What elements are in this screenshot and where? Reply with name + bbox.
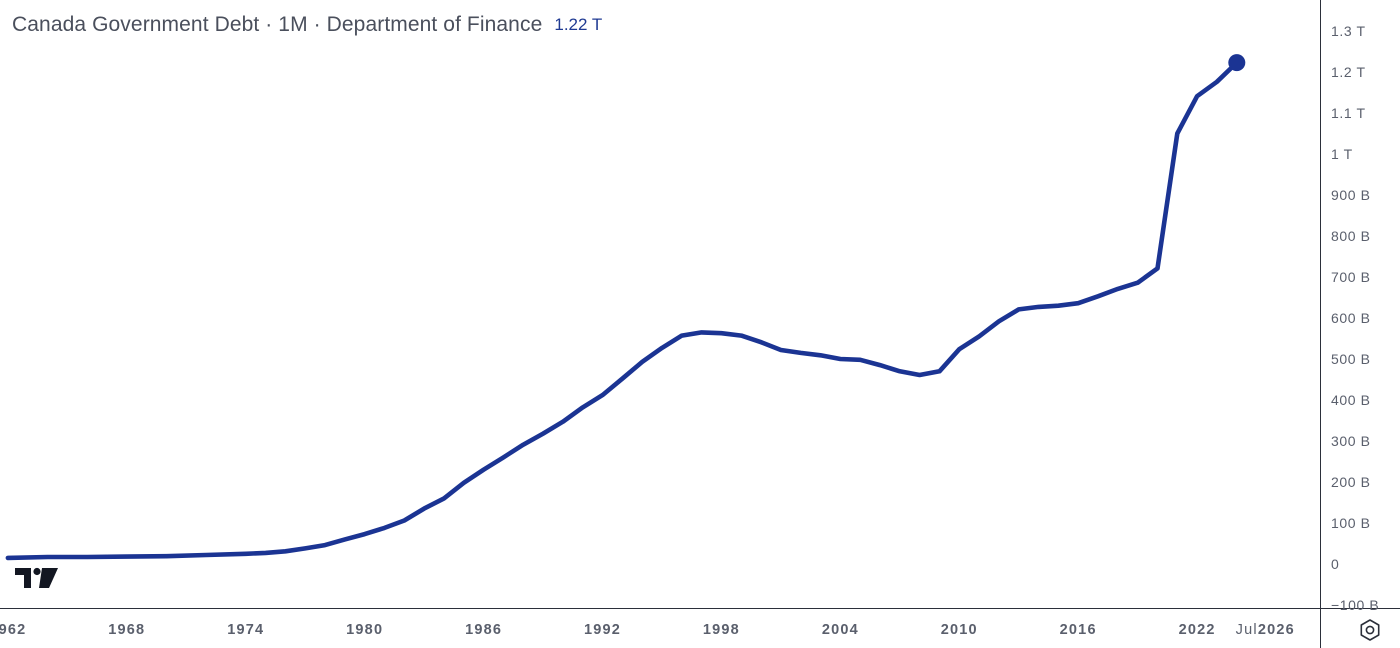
- x-tick-label: 1986: [465, 622, 502, 638]
- data-point: [560, 419, 566, 425]
- x-tick-label: Jul: [1236, 622, 1258, 638]
- data-point: [1036, 304, 1042, 310]
- y-tick-label: 400 B: [1331, 392, 1371, 408]
- x-tick-label: 2016: [1060, 622, 1097, 638]
- y-tick-label: 500 B: [1331, 351, 1371, 367]
- y-tick-label: 0: [1331, 556, 1339, 572]
- x-tick-label: 1998: [703, 622, 740, 638]
- data-point: [1214, 79, 1220, 85]
- y-tick-label: 600 B: [1331, 310, 1371, 326]
- data-point: [837, 356, 843, 362]
- y-tick-label: 1.1 T: [1331, 105, 1366, 121]
- data-point: [818, 352, 824, 358]
- data-point: [659, 345, 665, 351]
- data-point: [580, 404, 586, 410]
- data-point: [421, 506, 427, 512]
- y-tick-label: 300 B: [1331, 433, 1371, 449]
- x-tick-label: 2004: [822, 622, 859, 638]
- settings-hexagon-icon[interactable]: [1357, 617, 1383, 643]
- data-point: [263, 550, 269, 556]
- chart-title: Canada Government Debt · 1M · Department…: [12, 13, 543, 36]
- data-point: [481, 467, 487, 473]
- data-point: [778, 347, 784, 353]
- data-point: [877, 362, 883, 368]
- y-tick-label: 900 B: [1331, 187, 1371, 203]
- y-tick-label: 200 B: [1331, 474, 1371, 490]
- data-point: [164, 553, 170, 559]
- x-tick-label: 2026: [1258, 622, 1295, 638]
- data-point: [441, 495, 447, 501]
- data-point: [1095, 293, 1101, 299]
- data-point: [738, 333, 744, 339]
- data-point: [897, 368, 903, 374]
- y-tick-label: 700 B: [1331, 269, 1371, 285]
- data-point: [282, 548, 288, 554]
- data-point: [679, 333, 685, 339]
- data-point: [124, 554, 130, 560]
- data-point: [976, 333, 982, 339]
- data-point: [1155, 265, 1161, 271]
- x-tick-label: 1962: [0, 622, 26, 638]
- data-point: [1135, 280, 1141, 286]
- data-point: [1016, 306, 1022, 312]
- data-point: [461, 480, 467, 486]
- x-tick-label: 1980: [346, 622, 383, 638]
- data-point: [84, 554, 90, 560]
- data-point: [203, 552, 209, 558]
- data-point: [798, 350, 804, 356]
- x-tick-label: 2010: [941, 622, 978, 638]
- data-point: [1075, 300, 1081, 306]
- x-tick-label: 1968: [108, 622, 145, 638]
- data-point: [718, 330, 724, 336]
- y-tick-label: 800 B: [1331, 228, 1371, 244]
- data-point: [382, 525, 388, 531]
- plot-area[interactable]: [5, 54, 1246, 561]
- tradingview-logo-icon[interactable]: [14, 566, 60, 590]
- y-tick-label: 1.2 T: [1331, 64, 1366, 80]
- data-point: [302, 545, 308, 551]
- x-tick-label: 1992: [584, 622, 621, 638]
- y-axis-ticks: 1.3 T 1.2 T 1.1 T 1 T 900 B 800 B 700 B 600 B 50…: [1331, 23, 1379, 613]
- data-point: [956, 346, 962, 352]
- last-value-marker: [1228, 54, 1246, 72]
- data-point: [243, 551, 249, 557]
- data-point: [857, 357, 863, 363]
- data-point: [322, 542, 328, 548]
- data-point: [699, 329, 705, 335]
- data-point: [937, 368, 943, 374]
- data-point: [619, 376, 625, 382]
- x-tick-label: 1974: [227, 622, 264, 638]
- y-tick-label: −100 B: [1331, 597, 1379, 613]
- data-point: [540, 431, 546, 437]
- data-point: [1115, 286, 1121, 292]
- x-tick-label: 2022: [1179, 622, 1216, 638]
- data-point: [758, 339, 764, 345]
- data-point: [996, 318, 1002, 324]
- data-point: [1194, 93, 1200, 99]
- data-point: [401, 518, 407, 524]
- last-value-label: 1.22 T: [554, 15, 603, 34]
- data-point: [917, 372, 923, 378]
- data-point: [362, 531, 368, 537]
- y-tick-label: 1.3 T: [1331, 23, 1366, 39]
- series-points: [5, 60, 1240, 561]
- data-point: [342, 536, 348, 542]
- y-tick-label: 1 T: [1331, 146, 1353, 162]
- data-point: [1055, 303, 1061, 309]
- data-point: [520, 442, 526, 448]
- y-tick-label: 100 B: [1331, 515, 1371, 531]
- chart-header: Canada Government Debt · 1M · Department…: [12, 12, 602, 38]
- data-point: [5, 555, 11, 561]
- series-line: [5, 60, 1240, 561]
- x-axis-ticks: 1962 1968 1974 1980 1986 1992 1998 2004 2010 2016…: [0, 622, 1295, 638]
- data-point: [500, 454, 506, 460]
- data-point: [1174, 131, 1180, 137]
- data-point: [45, 554, 51, 560]
- data-point: [600, 392, 606, 398]
- data-point: [639, 359, 645, 365]
